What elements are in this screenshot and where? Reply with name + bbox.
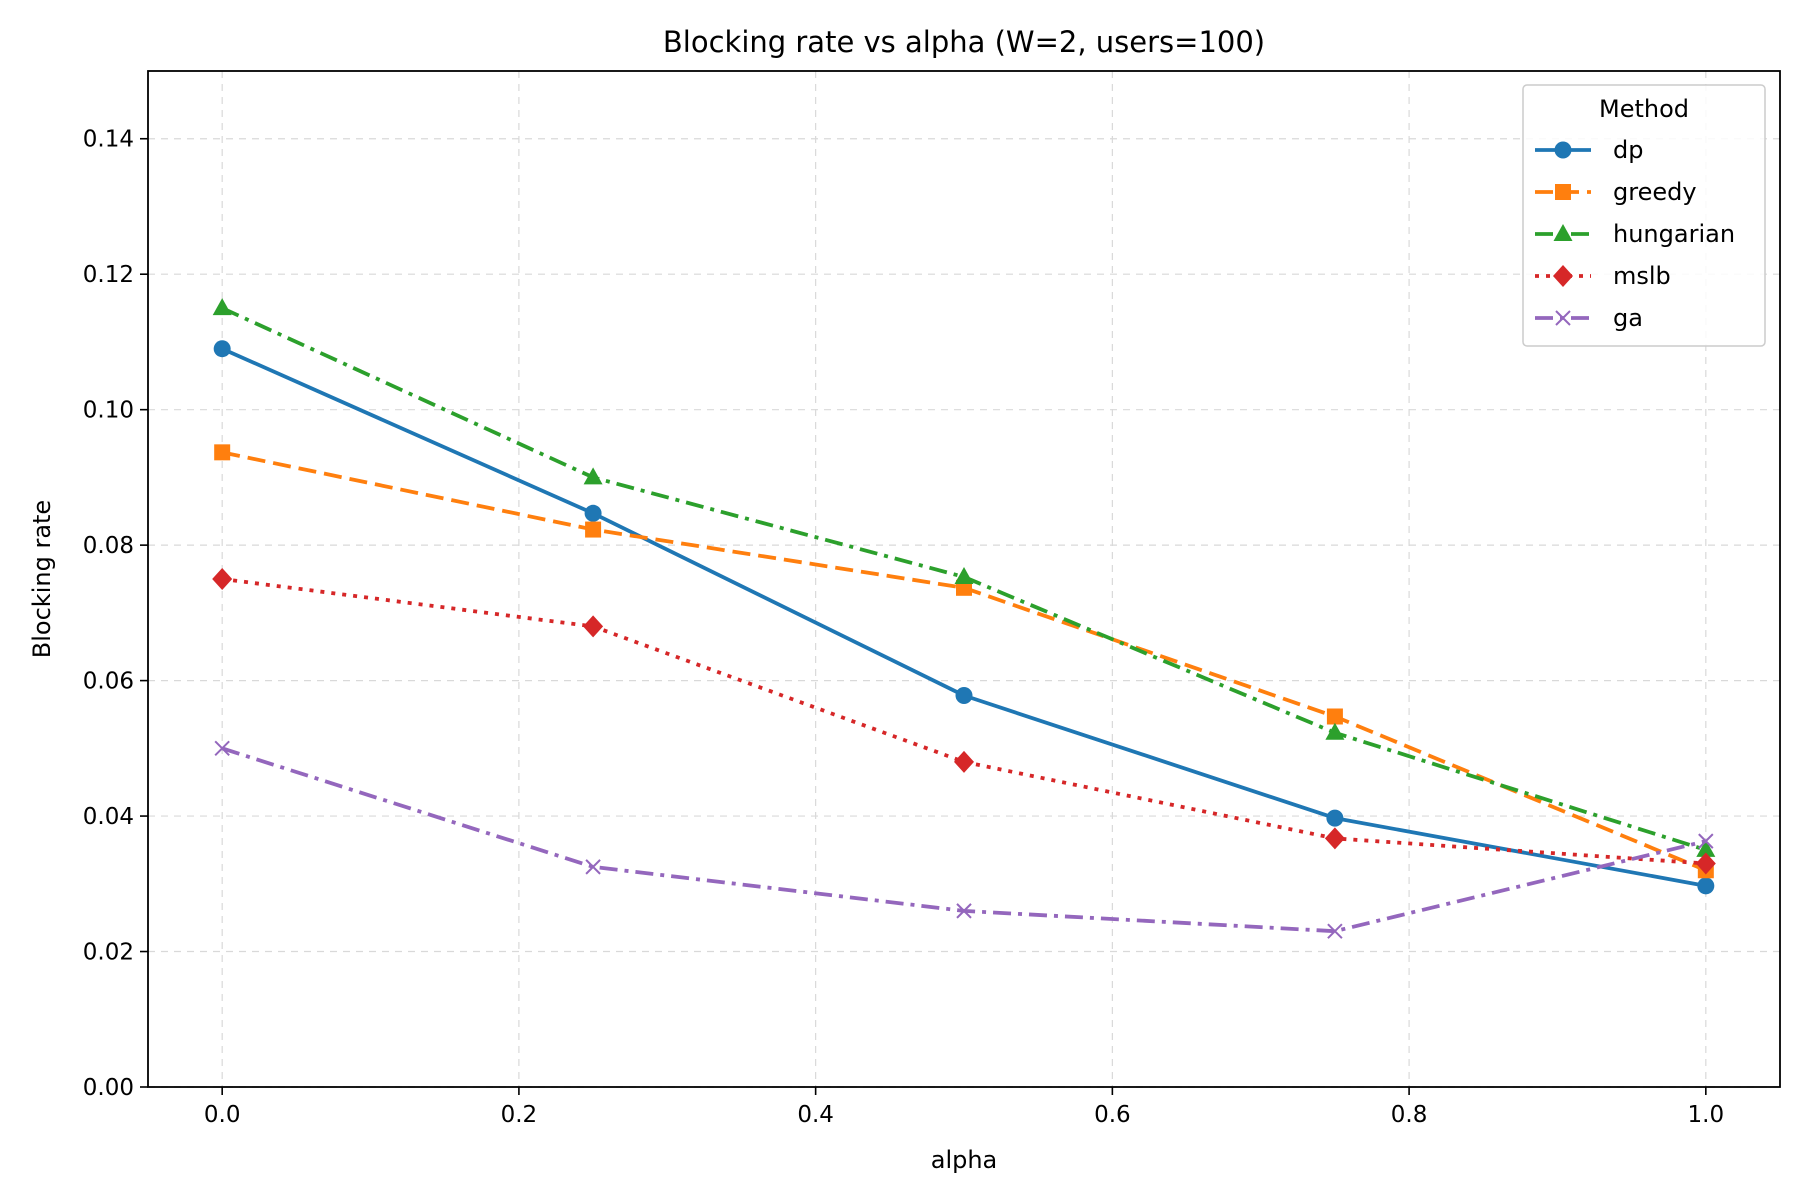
data-point-dp: [1697, 877, 1715, 895]
legend-label-ga: ga: [1613, 304, 1643, 332]
x-tick-label: 0.6: [1094, 1102, 1131, 1128]
data-point-ga: [1698, 833, 1714, 849]
y-axis-label: Blocking rate: [28, 500, 56, 658]
legend-marker-hungarian: [1553, 224, 1573, 241]
series-greedy: [214, 444, 1714, 879]
data-point-dp: [955, 687, 973, 705]
legend-item-mslb: mslb: [1535, 262, 1671, 290]
series-ga: [214, 740, 1714, 939]
x-tick-label: 0.8: [1391, 1102, 1428, 1128]
series-lines: [212, 298, 1716, 939]
axis-ticks: 0.0 0.2 0.4 0.6 0.8 1.0 0.00 0.02 0.04 0.06 0.08 0.…: [83, 127, 1724, 1128]
data-point-greedy: [1326, 708, 1343, 725]
legend-item-greedy: greedy: [1535, 178, 1697, 206]
data-point-ga: [214, 740, 230, 757]
chart-title: Blocking rate vs alpha (W=2, users=100): [663, 25, 1265, 59]
data-point-hungarian: [1325, 722, 1345, 740]
y-tick-label: 0.00: [83, 1075, 134, 1101]
data-point-mslb: [583, 615, 604, 638]
data-point-ga: [956, 903, 972, 919]
data-point-dp: [213, 340, 231, 358]
data-point-mslb: [1695, 852, 1716, 875]
data-point-ga: [585, 859, 601, 875]
data-point-mslb: [1324, 827, 1345, 850]
data-point-hungarian: [583, 467, 603, 485]
legend-marker-mslb: [1553, 265, 1573, 287]
data-point-greedy: [214, 444, 231, 461]
series-line-hungarian: [221, 306, 1707, 852]
data-point-dp: [584, 504, 602, 522]
x-axis-label: alpha: [931, 1146, 998, 1174]
legend-label-dp: dp: [1613, 136, 1643, 164]
y-tick-label: 0.12: [83, 262, 134, 288]
series-mslb: [212, 568, 1716, 875]
legend-marker-dp: [1554, 141, 1572, 159]
series-line-mslb: [221, 577, 1706, 866]
x-tick-label: 1.0: [1688, 1102, 1725, 1128]
legend-title: Method: [1599, 95, 1689, 123]
data-point-mslb: [212, 568, 233, 590]
legend-label-greedy: greedy: [1613, 178, 1697, 206]
legend-item-dp: dp: [1535, 136, 1643, 164]
series-line-ga: [221, 746, 1707, 934]
legend-label-hungarian: hungarian: [1613, 220, 1735, 248]
data-point-hungarian: [954, 566, 974, 584]
data-point-mslb: [954, 750, 974, 773]
series-dp: [213, 340, 1715, 895]
x-tick-label: 0.0: [204, 1102, 241, 1128]
x-tick-label: 0.2: [501, 1102, 538, 1128]
legend-item-hungarian: hungarian: [1535, 220, 1735, 248]
y-tick-label: 0.10: [83, 398, 134, 424]
series-line-greedy: [221, 450, 1707, 873]
data-point-ga: [1327, 923, 1343, 939]
legend-box: [1522, 84, 1766, 347]
x-tick-label: 0.4: [797, 1102, 834, 1128]
series-hungarian: [212, 298, 1716, 857]
y-tick-label: 0.02: [83, 940, 134, 966]
y-tick-label: 0.08: [83, 533, 134, 559]
data-point-greedy: [585, 521, 602, 538]
legend-marker-ga: [1555, 310, 1571, 326]
y-tick-label: 0.14: [83, 127, 134, 153]
y-tick-label: 0.06: [83, 669, 134, 695]
legend-marker-greedy: [1555, 184, 1571, 200]
data-point-hungarian: [212, 298, 232, 316]
plot-frame: [147, 70, 1781, 1088]
legend-label-mslb: mslb: [1613, 262, 1671, 290]
y-tick-label: 0.04: [83, 804, 134, 830]
series-line-dp: [221, 346, 1707, 888]
data-point-hungarian: [1696, 839, 1716, 857]
legend-items: dp greedy hungarian mslb ga: [1535, 136, 1735, 332]
data-point-dp: [1326, 809, 1344, 827]
legend: Method dp greedy hungarian mslb ga: [1522, 84, 1766, 347]
legend-item-ga: ga: [1535, 304, 1643, 332]
